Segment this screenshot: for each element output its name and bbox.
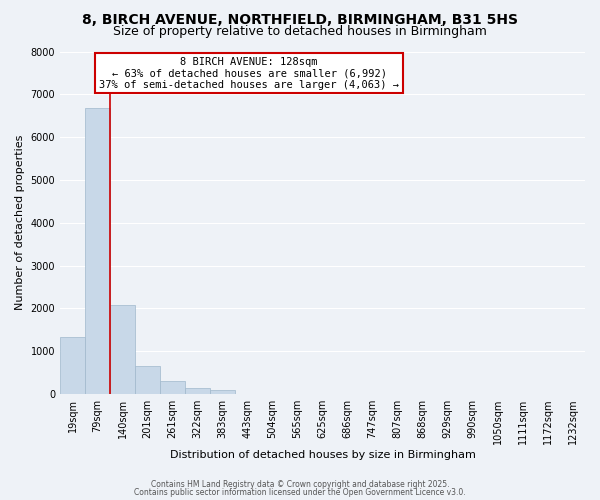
Bar xyxy=(135,366,160,394)
Bar xyxy=(185,388,210,394)
Text: Size of property relative to detached houses in Birmingham: Size of property relative to detached ho… xyxy=(113,25,487,38)
Y-axis label: Number of detached properties: Number of detached properties xyxy=(15,135,25,310)
Text: 8, BIRCH AVENUE, NORTHFIELD, BIRMINGHAM, B31 5HS: 8, BIRCH AVENUE, NORTHFIELD, BIRMINGHAM,… xyxy=(82,12,518,26)
Text: Contains HM Land Registry data © Crown copyright and database right 2025.: Contains HM Land Registry data © Crown c… xyxy=(151,480,449,489)
Bar xyxy=(160,381,185,394)
Text: Contains public sector information licensed under the Open Government Licence v3: Contains public sector information licen… xyxy=(134,488,466,497)
X-axis label: Distribution of detached houses by size in Birmingham: Distribution of detached houses by size … xyxy=(170,450,475,460)
Bar xyxy=(110,304,135,394)
Bar xyxy=(85,108,110,394)
Text: 8 BIRCH AVENUE: 128sqm
← 63% of detached houses are smaller (6,992)
37% of semi-: 8 BIRCH AVENUE: 128sqm ← 63% of detached… xyxy=(99,56,399,90)
Bar xyxy=(210,390,235,394)
Bar xyxy=(60,336,85,394)
